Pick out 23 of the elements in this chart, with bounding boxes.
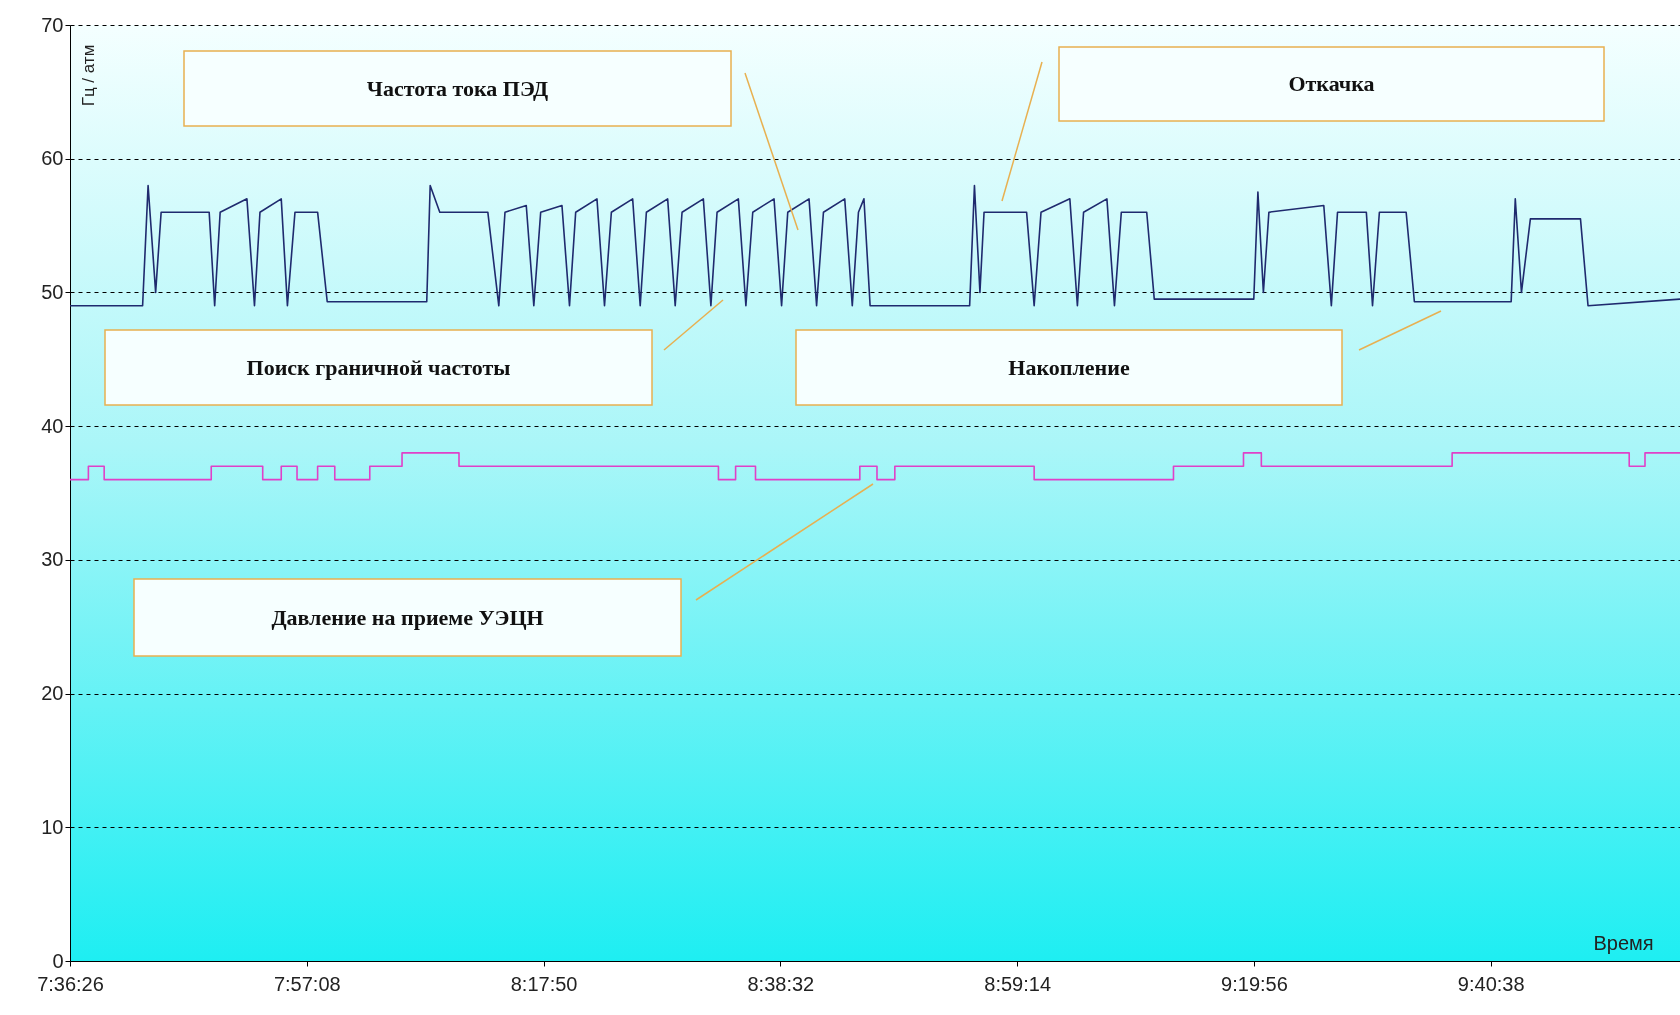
- annotation: Откачка: [1059, 47, 1604, 121]
- x-tick-label: 7:36:26: [37, 972, 104, 995]
- x-tick-label: 8:17:50: [510, 972, 578, 995]
- annotation: Давление на приеме УЭЦН: [134, 579, 681, 656]
- y-tick-label: 70: [41, 13, 64, 36]
- annotation: Поиск граничной частоты: [105, 330, 652, 405]
- annotation: Накопление: [796, 330, 1342, 405]
- annotation: Частота тока ПЭД: [184, 51, 731, 126]
- x-tick-label: 9:19:56: [1221, 972, 1288, 995]
- x-tick-label: 9:40:38: [1457, 972, 1525, 995]
- x-tick-label: 8:59:14: [984, 972, 1052, 995]
- y-tick-label: 10: [41, 815, 64, 838]
- y-axis-title: Гц / атм: [78, 44, 98, 107]
- y-tick-label: 60: [41, 147, 64, 170]
- y-tick-label: 40: [41, 414, 64, 437]
- x-tick-label: 8:38:32: [747, 972, 815, 995]
- x-tick-label: 7:57:08: [273, 972, 341, 995]
- y-tick-label: 30: [41, 548, 64, 571]
- y-tick-label: 50: [41, 280, 64, 303]
- y-tick-label: 20: [41, 682, 64, 705]
- line-series: [70, 184, 1680, 307]
- x-axis-title: Время: [1593, 931, 1654, 954]
- y-tick-label: 0: [52, 949, 64, 972]
